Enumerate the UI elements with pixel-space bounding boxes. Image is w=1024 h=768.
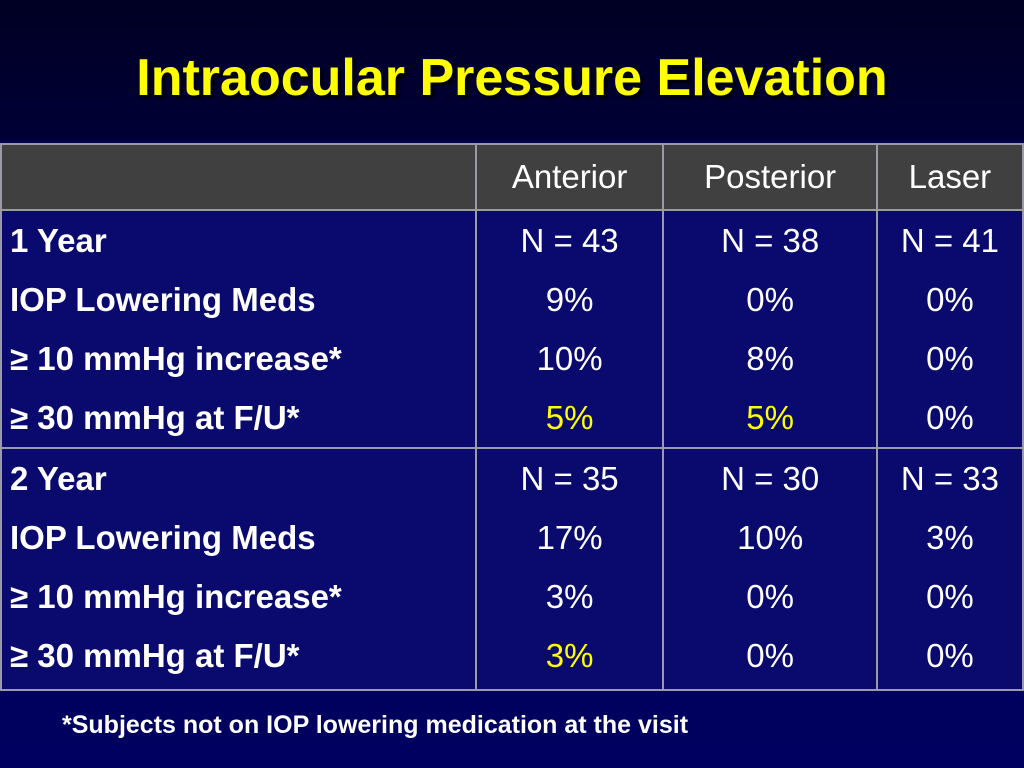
cell-value-highlighted: 5% (545, 399, 594, 436)
group-1-posterior: N = 38 0% 8% 5% (662, 209, 878, 449)
row-label: IOP Lowering Meds (10, 281, 316, 318)
cell-value: 9% (545, 281, 594, 318)
row-label: ≥ 30 mmHg at F/U* (10, 637, 300, 674)
group-1-laser: N = 41 0% 0% 0% (875, 209, 1024, 449)
cell-value: N = 38 (721, 222, 820, 259)
cell-value: 0% (926, 399, 974, 436)
cell-value: N = 30 (721, 460, 820, 497)
cell-value: N = 41 (900, 222, 999, 259)
footnote: *Subjects not on IOP lowering medication… (62, 711, 689, 739)
group-row-1-year: 1 Year IOP Lowering Meds ≥ 10 mmHg incre… (0, 209, 1024, 449)
cell-value: 0% (746, 578, 794, 615)
header-laser: Laser (875, 143, 1024, 211)
header-blank (0, 143, 477, 211)
iop-table: Anterior Posterior Laser 1 Year IOP Lowe… (0, 143, 1024, 691)
cell-value-highlighted: 5% (746, 399, 794, 436)
header-row: Anterior Posterior Laser (0, 143, 1024, 211)
cell-value: 0% (926, 340, 974, 377)
cell-value-highlighted: 3% (545, 637, 594, 674)
cell-value: N = 33 (900, 460, 999, 497)
cell-value: 0% (926, 578, 974, 615)
cell-value: 8% (746, 340, 794, 377)
cell-value: N = 35 (520, 460, 619, 497)
row-label: ≥ 10 mmHg increase* (10, 578, 342, 615)
row-label: ≥ 30 mmHg at F/U* (10, 399, 300, 436)
cell-value: 17% (536, 519, 603, 556)
group-2-posterior: N = 30 10% 0% 0% (662, 447, 878, 691)
row-label: IOP Lowering Meds (10, 519, 316, 556)
group-1-anterior: N = 43 9% 10% 5% (474, 209, 665, 449)
cell-value: 3% (545, 578, 594, 615)
slide-title: Intraocular Pressure Elevation (136, 49, 888, 107)
group-2-labels: 2 Year IOP Lowering Meds ≥ 10 mmHg incre… (0, 447, 477, 691)
cell-value: 0% (746, 281, 794, 318)
group-2-anterior: N = 35 17% 3% 3% (474, 447, 665, 691)
row-label: ≥ 10 mmHg increase* (10, 340, 342, 377)
group-row-2-year: 2 Year IOP Lowering Meds ≥ 10 mmHg incre… (0, 447, 1024, 691)
cell-value: 10% (536, 340, 603, 377)
group-1-labels: 1 Year IOP Lowering Meds ≥ 10 mmHg incre… (0, 209, 477, 449)
cell-value: 0% (926, 637, 974, 674)
row-label: 2 Year (10, 460, 107, 497)
cell-value: 0% (746, 637, 794, 674)
header-anterior: Anterior (474, 143, 665, 211)
cell-value: 3% (926, 519, 974, 556)
cell-value: 0% (926, 281, 974, 318)
cell-value: N = 43 (520, 222, 619, 259)
header-posterior: Posterior (662, 143, 878, 211)
row-label: 1 Year (10, 222, 107, 259)
group-2-laser: N = 33 3% 0% 0% (875, 447, 1024, 691)
cell-value: 10% (737, 519, 804, 556)
